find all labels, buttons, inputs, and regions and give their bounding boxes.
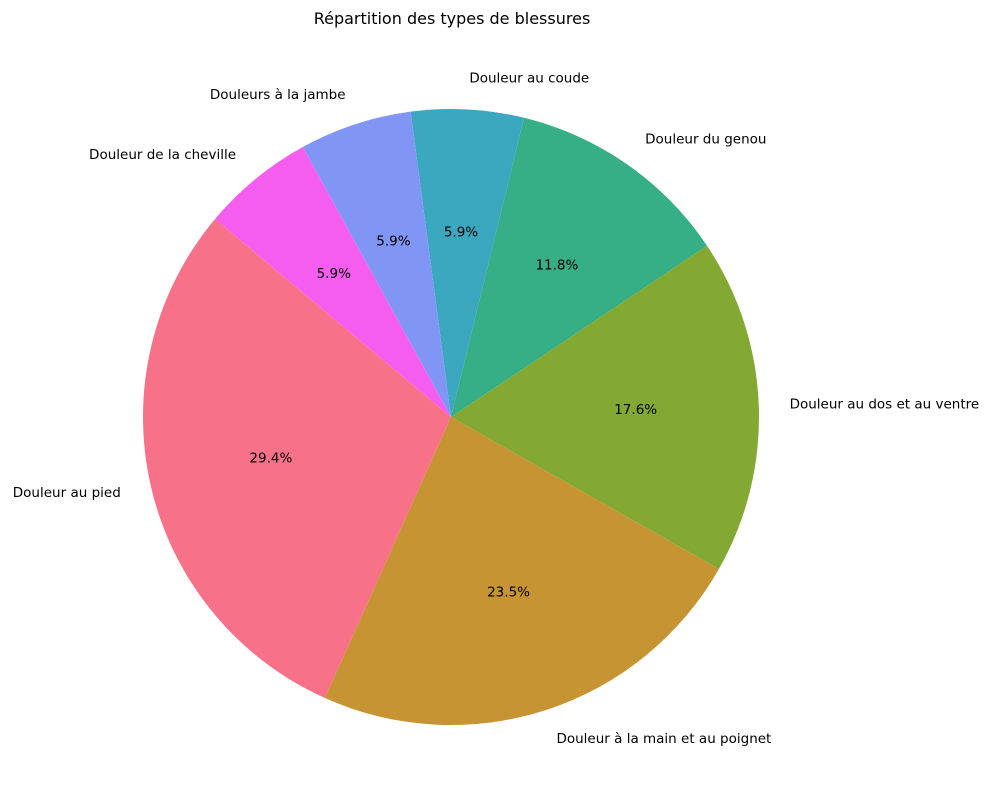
pie-slices bbox=[143, 109, 759, 725]
percent-label: 29.4% bbox=[249, 450, 292, 466]
pie-slice bbox=[215, 146, 451, 418]
percent-label: 5.9% bbox=[444, 224, 478, 240]
percent-label: 11.8% bbox=[535, 258, 578, 274]
percent-label: 17.6% bbox=[614, 402, 657, 418]
percent-labels: 29.4% 23.5% 17.6% 11.8% 5.9% 5.9% 5.9% bbox=[249, 224, 657, 600]
percent-label: 5.9% bbox=[376, 233, 410, 249]
percent-label: 23.5% bbox=[487, 585, 530, 601]
slice-label: Douleur au pied bbox=[13, 485, 121, 501]
slice-label: Douleurs à la jambe bbox=[210, 87, 346, 103]
slice-labels: Douleur au pied Douleur à la main et au p… bbox=[13, 71, 979, 747]
pie-slice bbox=[143, 219, 451, 699]
pie-slice bbox=[451, 117, 707, 417]
chart-title: Répartition des types de blessures bbox=[314, 9, 591, 28]
slice-label: Douleur à la main et au poignet bbox=[556, 731, 771, 747]
slice-label: Douleur au dos et au ventre bbox=[790, 396, 980, 412]
pie-slice bbox=[410, 109, 525, 417]
pie-slice bbox=[324, 417, 719, 725]
slice-label: Douleur du genou bbox=[645, 131, 766, 147]
slice-label: Douleur de la cheville bbox=[89, 147, 236, 163]
percent-label: 5.9% bbox=[317, 266, 351, 282]
pie-slice bbox=[451, 245, 759, 569]
pie-slice bbox=[302, 111, 451, 418]
slice-label: Douleur au coude bbox=[469, 71, 589, 87]
